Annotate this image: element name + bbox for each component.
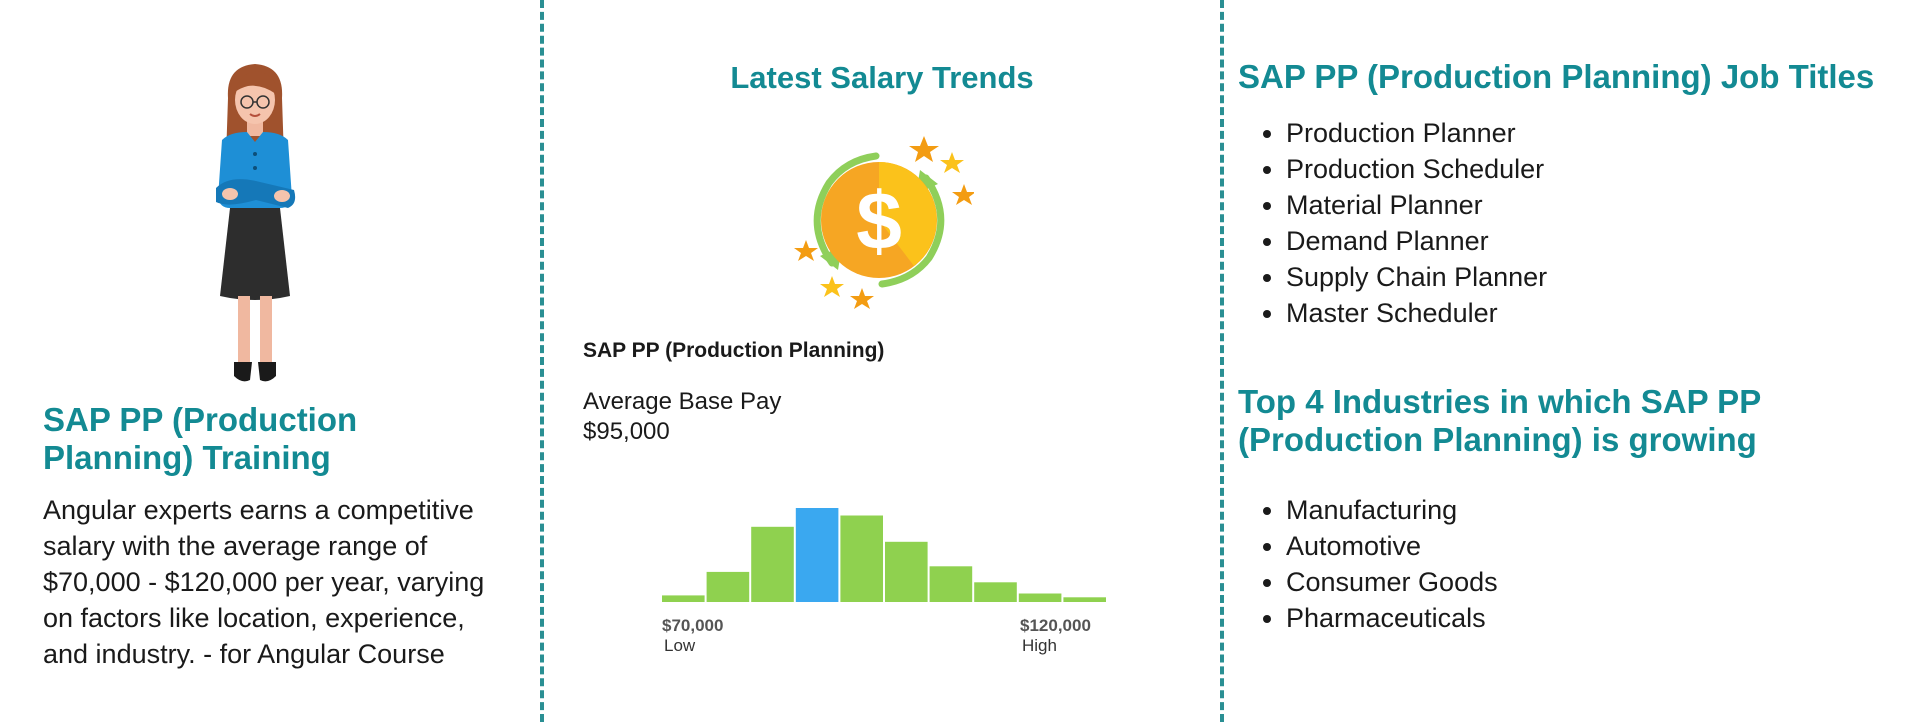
- salary-histogram: [662, 508, 1106, 602]
- industries-list: Manufacturing Automotive Consumer Goods …: [1262, 492, 1498, 636]
- histogram-high-value: $120,000: [1020, 616, 1091, 635]
- industry-item: Manufacturing: [1286, 492, 1498, 528]
- salary-trends-heading: Latest Salary Trends: [730, 60, 1034, 95]
- training-column: SAP PP (Production Planning) Training An…: [0, 0, 540, 722]
- woman-arms-crossed-illustration: [216, 64, 296, 382]
- average-base-pay-value: $95,000: [583, 418, 670, 445]
- salary-subheading: SAP PP (Production Planning): [583, 339, 885, 362]
- column-divider-left: [540, 0, 544, 722]
- histogram-bar: [751, 526, 794, 602]
- histogram-bar: [706, 571, 750, 602]
- industry-item: Automotive: [1286, 528, 1498, 564]
- histogram-low-value: $70,000: [662, 616, 724, 635]
- histogram-bar: [795, 508, 839, 602]
- job-title-item: Production Planner: [1286, 115, 1547, 151]
- histogram-high-tick: $120,000 High: [1020, 616, 1091, 656]
- column-divider-right: [1220, 0, 1224, 722]
- industry-item: Pharmaceuticals: [1286, 600, 1498, 636]
- average-base-pay-label: Average Base Pay: [583, 388, 782, 415]
- job-titles-heading: SAP PP (Production Planning) Job Titles: [1238, 58, 1875, 95]
- industry-item: Consumer Goods: [1286, 564, 1498, 600]
- histogram-bar: [1018, 593, 1062, 602]
- histogram-bar: [1063, 597, 1106, 602]
- industries-heading: Top 4 Industries in which SAP PP (Produc…: [1238, 383, 1761, 458]
- histogram-bar: [840, 515, 883, 602]
- histogram-high-label: High: [1022, 636, 1057, 655]
- job-title-item: Demand Planner: [1286, 223, 1547, 259]
- histogram-low-label: Low: [664, 636, 696, 655]
- job-title-item: Master Scheduler: [1286, 295, 1547, 331]
- job-title-item: Production Scheduler: [1286, 151, 1547, 187]
- salary-trends-column: Latest Salary Trends $ SAP PP (Productio…: [544, 0, 1220, 722]
- histogram-bar: [662, 595, 705, 602]
- svg-text:$: $: [856, 176, 902, 267]
- dollar-coin-icon: $: [794, 136, 974, 309]
- job-title-item: Supply Chain Planner: [1286, 259, 1547, 295]
- histogram-bar: [885, 541, 928, 602]
- histogram-bar: [929, 566, 973, 602]
- job-title-item: Material Planner: [1286, 187, 1547, 223]
- job-titles-list: Production Planner Production Scheduler …: [1262, 115, 1547, 331]
- histogram-bar: [974, 582, 1017, 602]
- histogram-low-tick: $70,000 Low: [662, 616, 723, 656]
- jobs-industries-column: SAP PP (Production Planning) Job Titles …: [1226, 0, 1926, 722]
- training-description: Angular experts earns a competitive sala…: [43, 495, 485, 669]
- training-heading: SAP PP (Production Planning) Training: [43, 401, 358, 476]
